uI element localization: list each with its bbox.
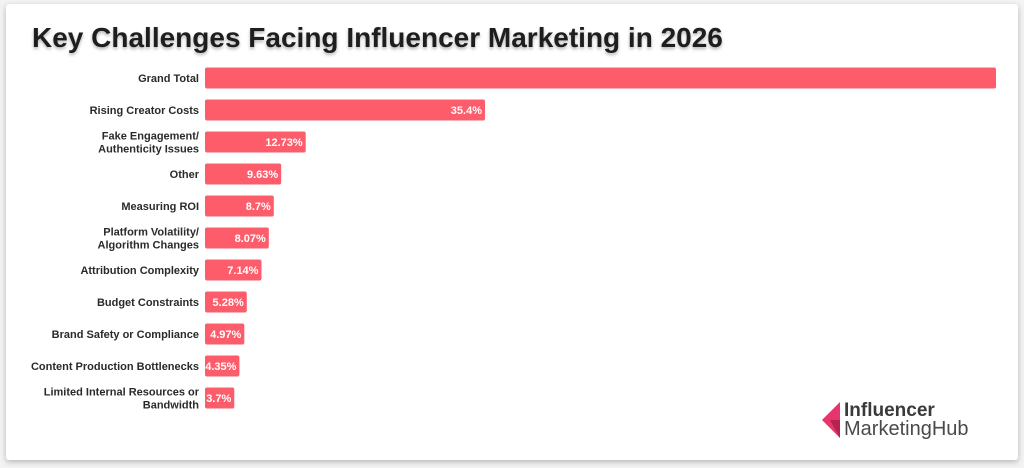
logo-line2: MarketingHub bbox=[844, 418, 969, 440]
data-label: 8.07% bbox=[235, 233, 266, 245]
bar-4 bbox=[205, 195, 274, 217]
data-label: 3.7% bbox=[206, 393, 231, 405]
bar-9 bbox=[205, 355, 240, 377]
data-label: 4.97% bbox=[210, 329, 241, 341]
bar-7 bbox=[205, 291, 247, 313]
influencer-marketing-hub-logo: Influencer MarketingHub bbox=[822, 400, 1002, 440]
category-label: Budget Constraints bbox=[97, 297, 199, 309]
chart-title: Key Challenges Facing Influencer Marketi… bbox=[32, 22, 723, 53]
category-label: Brand Safety or Compliance bbox=[52, 329, 199, 341]
data-label: 12.73% bbox=[265, 137, 303, 149]
bar-5 bbox=[205, 227, 269, 249]
data-label: 7.14% bbox=[227, 265, 258, 277]
category-label: Limited Internal Resources or Bandwidth bbox=[44, 387, 200, 412]
bar-6 bbox=[205, 259, 262, 281]
category-label: Grand Total bbox=[138, 73, 199, 85]
bar-10 bbox=[205, 387, 235, 409]
data-label: 4.35% bbox=[205, 361, 236, 373]
category-label: Platform Volatility/Algorithm Changes bbox=[98, 227, 199, 252]
category-label: Rising Creator Costs bbox=[90, 105, 199, 117]
data-label: 5.28% bbox=[213, 297, 244, 309]
category-label: Other bbox=[170, 169, 200, 181]
data-label: 8.7% bbox=[246, 201, 271, 213]
category-label: Attribution Complexity bbox=[80, 265, 199, 277]
bar-2 bbox=[205, 131, 306, 153]
category-label: Content Production Bottlenecks bbox=[31, 361, 199, 373]
bar-8 bbox=[205, 323, 245, 345]
bar-1 bbox=[205, 99, 486, 121]
logo-diamond-icon bbox=[822, 402, 840, 438]
category-label: Measuring ROI bbox=[121, 201, 199, 213]
data-label: 9.63% bbox=[247, 169, 278, 181]
bar-0 bbox=[205, 67, 996, 89]
bar-3 bbox=[205, 163, 282, 185]
category-label: Fake Engagement/Authenticity Issues bbox=[98, 131, 199, 156]
logo-line1: Influencer bbox=[844, 400, 935, 421]
data-label: 35.4% bbox=[451, 105, 482, 117]
